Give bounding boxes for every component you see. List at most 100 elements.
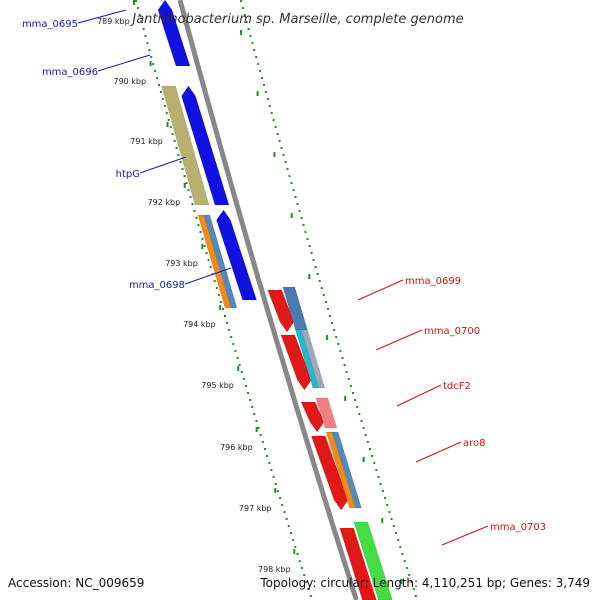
inner-dot [187, 189, 190, 191]
outer-dot [298, 210, 301, 212]
inner-dot [266, 455, 269, 457]
outer-dot [322, 294, 325, 296]
inner-dot [226, 322, 229, 324]
inner-dot [197, 224, 200, 226]
inner-dot [177, 154, 180, 156]
inner-dot [276, 490, 279, 492]
outer-dot [270, 112, 273, 114]
inner-dot [215, 287, 218, 289]
leader-line [184, 267, 232, 285]
inner-dot [309, 595, 312, 597]
outer-dot [314, 266, 317, 268]
gene-feature-htpG-cog [161, 85, 210, 206]
inner-dot [238, 364, 241, 366]
gene-label-tdcF2: tdcF2 [443, 381, 471, 392]
inner-dot [146, 42, 149, 44]
gene-feature-mma_0703-cog [353, 521, 393, 600]
outer-dot [408, 574, 411, 576]
outer-dot [329, 315, 331, 317]
outer-dot [263, 84, 265, 86]
outer-dot [414, 595, 417, 597]
outer-dot [261, 77, 263, 79]
inner-dot [224, 315, 226, 317]
outer-dot [401, 553, 404, 555]
tick-label: 793 kbp [165, 259, 198, 268]
inner-dot [135, 0, 137, 2]
tick-marks [133, 0, 403, 584]
outer-dot [312, 259, 315, 261]
inner-dot [209, 266, 212, 268]
outer-dot [352, 392, 354, 394]
inner-dot [247, 392, 249, 394]
inner-dot [281, 504, 284, 506]
inner-dot [159, 91, 162, 93]
gene-feature-mma_0698-cog2 [203, 214, 238, 309]
outer-dot [333, 329, 336, 331]
outer-dot [320, 287, 323, 289]
outer-dot [379, 483, 382, 485]
inner-dot [171, 133, 174, 135]
outer-dot [356, 406, 359, 408]
outer-dot [253, 49, 256, 51]
tick-label: 794 kbp [183, 320, 216, 329]
tick-label: 790 kbp [113, 77, 146, 86]
inner-dot [307, 588, 310, 590]
outer-dot [335, 336, 338, 338]
inner-dot [236, 357, 239, 359]
outer-dot [290, 182, 293, 184]
inner-dot [136, 7, 139, 9]
outer-dot [249, 35, 252, 37]
tick-label: 795 kbp [201, 381, 234, 390]
leader-line [415, 441, 462, 463]
outer-dot [292, 189, 295, 191]
outer-dot [395, 532, 397, 534]
inner-dot [303, 574, 306, 576]
inner-dot [150, 56, 153, 58]
outer-dot [282, 154, 285, 156]
outer-dot [259, 70, 262, 72]
gene-label-mma_0700: mma_0700 [424, 326, 480, 337]
outer-dot [278, 140, 281, 142]
inner-dot [167, 119, 170, 121]
inner-dot [169, 126, 172, 128]
outer-dot [294, 196, 297, 198]
outer-dot [274, 126, 277, 128]
inner-dot [193, 210, 196, 212]
outer-dot [375, 469, 378, 471]
outer-dot [296, 203, 299, 205]
outer-dot [251, 42, 254, 44]
inner-dot [253, 413, 256, 415]
inner-dot [217, 294, 220, 296]
gene-label-aro8: aro8 [463, 438, 486, 449]
inner-dot [175, 147, 178, 149]
outer-dot [284, 161, 287, 163]
inner-dot [181, 168, 184, 170]
inner-dot [300, 567, 303, 569]
inner-dot [152, 63, 155, 65]
inner-dot [242, 378, 245, 380]
outer-dot [324, 301, 327, 303]
inner-dot [261, 441, 264, 443]
leader-line [375, 329, 423, 351]
outer-dot [369, 448, 371, 450]
inner-dot [257, 427, 260, 429]
gene-feature-mma_0703 [339, 527, 377, 600]
inner-dot [232, 343, 235, 345]
outer-dot [362, 427, 365, 429]
inner-dot [161, 98, 164, 100]
gene-feature-mma_0700 [280, 334, 312, 391]
inner-dot [195, 217, 198, 219]
inner-dot [185, 182, 188, 184]
leader-line [97, 54, 151, 72]
outer-dot [276, 133, 279, 135]
outer-dot [266, 98, 269, 100]
outer-dot [280, 147, 283, 149]
inner-dot [230, 336, 233, 338]
outer-dot [288, 175, 291, 177]
gene-label-htpG: htpG [116, 169, 140, 180]
gene-feature-mma_0697 [216, 209, 257, 301]
gene-feature-tdcF2 [300, 401, 325, 433]
outer-dot [390, 518, 393, 520]
track-dots [135, 0, 417, 597]
